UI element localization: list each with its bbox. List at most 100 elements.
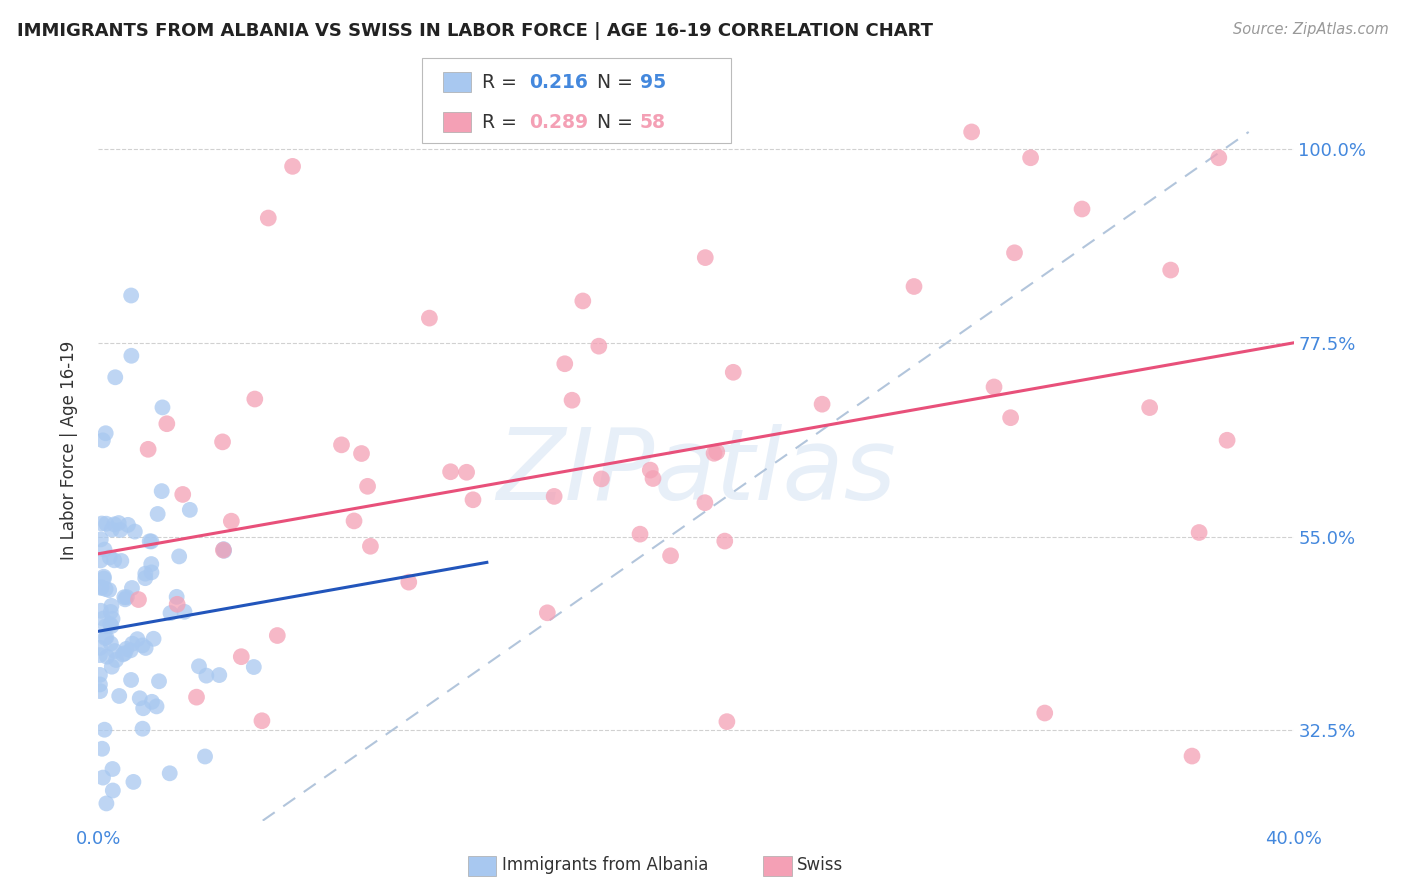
Text: ZIPatlas: ZIPatlas	[496, 425, 896, 521]
Point	[94, 582, 117, 596]
Point	[132, 701, 155, 715]
Point	[243, 660, 266, 674]
Point	[418, 311, 440, 326]
Point	[124, 524, 146, 539]
Point	[628, 527, 651, 541]
Point	[122, 775, 145, 789]
Y-axis label: In Labor Force | Age 16-19: In Labor Force | Age 16-19	[59, 341, 77, 560]
Point	[104, 370, 127, 384]
Text: N =: N =	[585, 72, 638, 92]
Point	[142, 632, 165, 646]
Point	[212, 543, 235, 558]
Text: 0.289: 0.289	[529, 112, 588, 132]
Point	[98, 583, 121, 598]
Point	[90, 580, 112, 594]
Point	[96, 631, 118, 645]
Point	[91, 771, 114, 785]
Point	[561, 393, 583, 408]
Point	[211, 434, 233, 449]
Point	[695, 251, 717, 265]
Text: N =: N =	[585, 112, 638, 132]
Point	[89, 677, 111, 691]
Point	[588, 339, 610, 353]
Point	[716, 714, 738, 729]
Point	[221, 514, 243, 528]
Point	[110, 554, 132, 568]
Point	[1208, 151, 1230, 165]
Point	[1004, 245, 1026, 260]
Point	[208, 668, 231, 682]
Text: 0.216: 0.216	[529, 72, 588, 92]
Point	[90, 533, 112, 547]
Text: 58: 58	[640, 112, 665, 132]
Point	[188, 659, 211, 673]
Point	[90, 581, 112, 595]
Point	[1188, 525, 1211, 540]
Text: Swiss: Swiss	[797, 856, 844, 874]
Point	[121, 637, 143, 651]
Text: 95: 95	[640, 72, 666, 92]
Point	[100, 619, 122, 633]
Point	[114, 646, 136, 660]
Point	[659, 549, 682, 563]
Point	[93, 570, 115, 584]
Point	[572, 293, 595, 308]
Point	[641, 471, 664, 485]
Point	[398, 575, 420, 590]
Point	[89, 668, 111, 682]
Point	[257, 211, 280, 225]
Point	[89, 684, 111, 698]
Point	[250, 714, 273, 728]
Point	[1181, 749, 1204, 764]
Point	[693, 496, 716, 510]
Point	[723, 365, 745, 379]
Point	[903, 279, 925, 293]
Point	[91, 434, 114, 448]
Point	[94, 426, 117, 441]
Point	[713, 534, 735, 549]
Point	[1160, 263, 1182, 277]
Point	[101, 762, 124, 776]
Point	[156, 417, 179, 431]
Point	[135, 640, 157, 655]
Point	[141, 695, 163, 709]
Point	[90, 553, 112, 567]
Point	[121, 581, 143, 595]
Point	[456, 465, 478, 479]
Point	[112, 590, 135, 604]
Point	[120, 643, 142, 657]
Point	[136, 442, 159, 457]
Point	[90, 516, 112, 531]
Point	[194, 749, 217, 764]
Point	[141, 566, 163, 580]
Point	[105, 653, 128, 667]
Point	[94, 619, 117, 633]
Point	[91, 612, 114, 626]
Point	[167, 549, 190, 564]
Point	[148, 674, 170, 689]
Point	[152, 401, 174, 415]
Point	[134, 571, 156, 585]
Point	[101, 612, 124, 626]
Point	[90, 604, 112, 618]
Point	[114, 592, 136, 607]
Point	[159, 606, 181, 620]
Point	[93, 542, 115, 557]
Point	[100, 605, 122, 619]
Point	[127, 632, 149, 647]
Point	[172, 487, 194, 501]
Point	[1216, 434, 1239, 448]
Point	[536, 606, 558, 620]
Point	[281, 160, 304, 174]
Point	[173, 605, 195, 619]
Point	[101, 659, 124, 673]
Text: Source: ZipAtlas.com: Source: ZipAtlas.com	[1233, 22, 1389, 37]
Point	[104, 644, 127, 658]
Text: R =: R =	[482, 72, 523, 92]
Point	[1019, 151, 1042, 165]
Point	[115, 590, 138, 604]
Point	[111, 648, 134, 662]
Point	[461, 492, 484, 507]
Point	[243, 392, 266, 406]
Text: Immigrants from Albania: Immigrants from Albania	[502, 856, 709, 874]
